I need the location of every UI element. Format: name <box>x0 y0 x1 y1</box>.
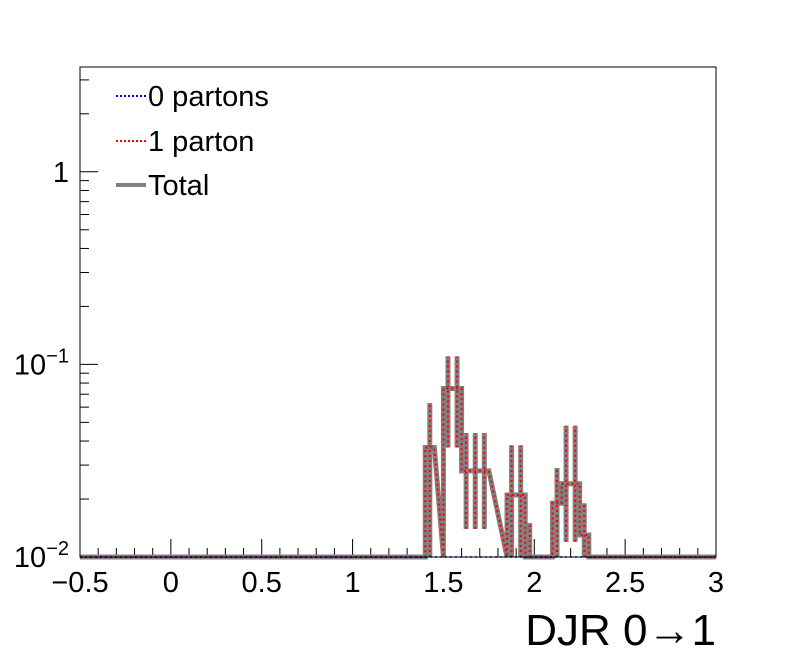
x-tick-label: −0.5 <box>51 567 108 599</box>
y-tick-base: 10 <box>14 349 46 381</box>
legend-label: Total <box>148 170 209 202</box>
y-tick-labels: 10−210−11 <box>14 157 69 574</box>
x-tick-label: 2.5 <box>605 567 645 599</box>
x-tick-label: 3 <box>708 567 724 599</box>
legend-label: 0 partons <box>148 81 269 113</box>
x-tick-label: 1 <box>345 567 361 599</box>
legend-label: 1 parton <box>148 126 254 158</box>
x-tick-label: 1.5 <box>423 567 463 599</box>
y-tick-exponent: −1 <box>46 345 69 367</box>
x-tick-labels: −0.5 0 0.5 1 1.5 2 2.5 3 <box>51 567 724 599</box>
y-tick-base: 1 <box>53 157 69 189</box>
x-axis-label: DJR 0→1 <box>525 606 716 655</box>
plot-frame <box>79 66 717 558</box>
y-tick-label: 10−1 <box>14 345 69 381</box>
legend: 0 partons 1 parton Total <box>116 81 269 202</box>
x-tick-label: 2 <box>526 567 542 599</box>
x-tick-label: 0.5 <box>242 567 282 599</box>
y-tick-label: 1 <box>53 157 69 189</box>
x-tick-label: 0 <box>163 567 179 599</box>
y-tick-base: 10 <box>14 542 46 574</box>
y-tick-label: 10−2 <box>14 538 69 574</box>
y-tick-exponent: −2 <box>46 538 69 560</box>
